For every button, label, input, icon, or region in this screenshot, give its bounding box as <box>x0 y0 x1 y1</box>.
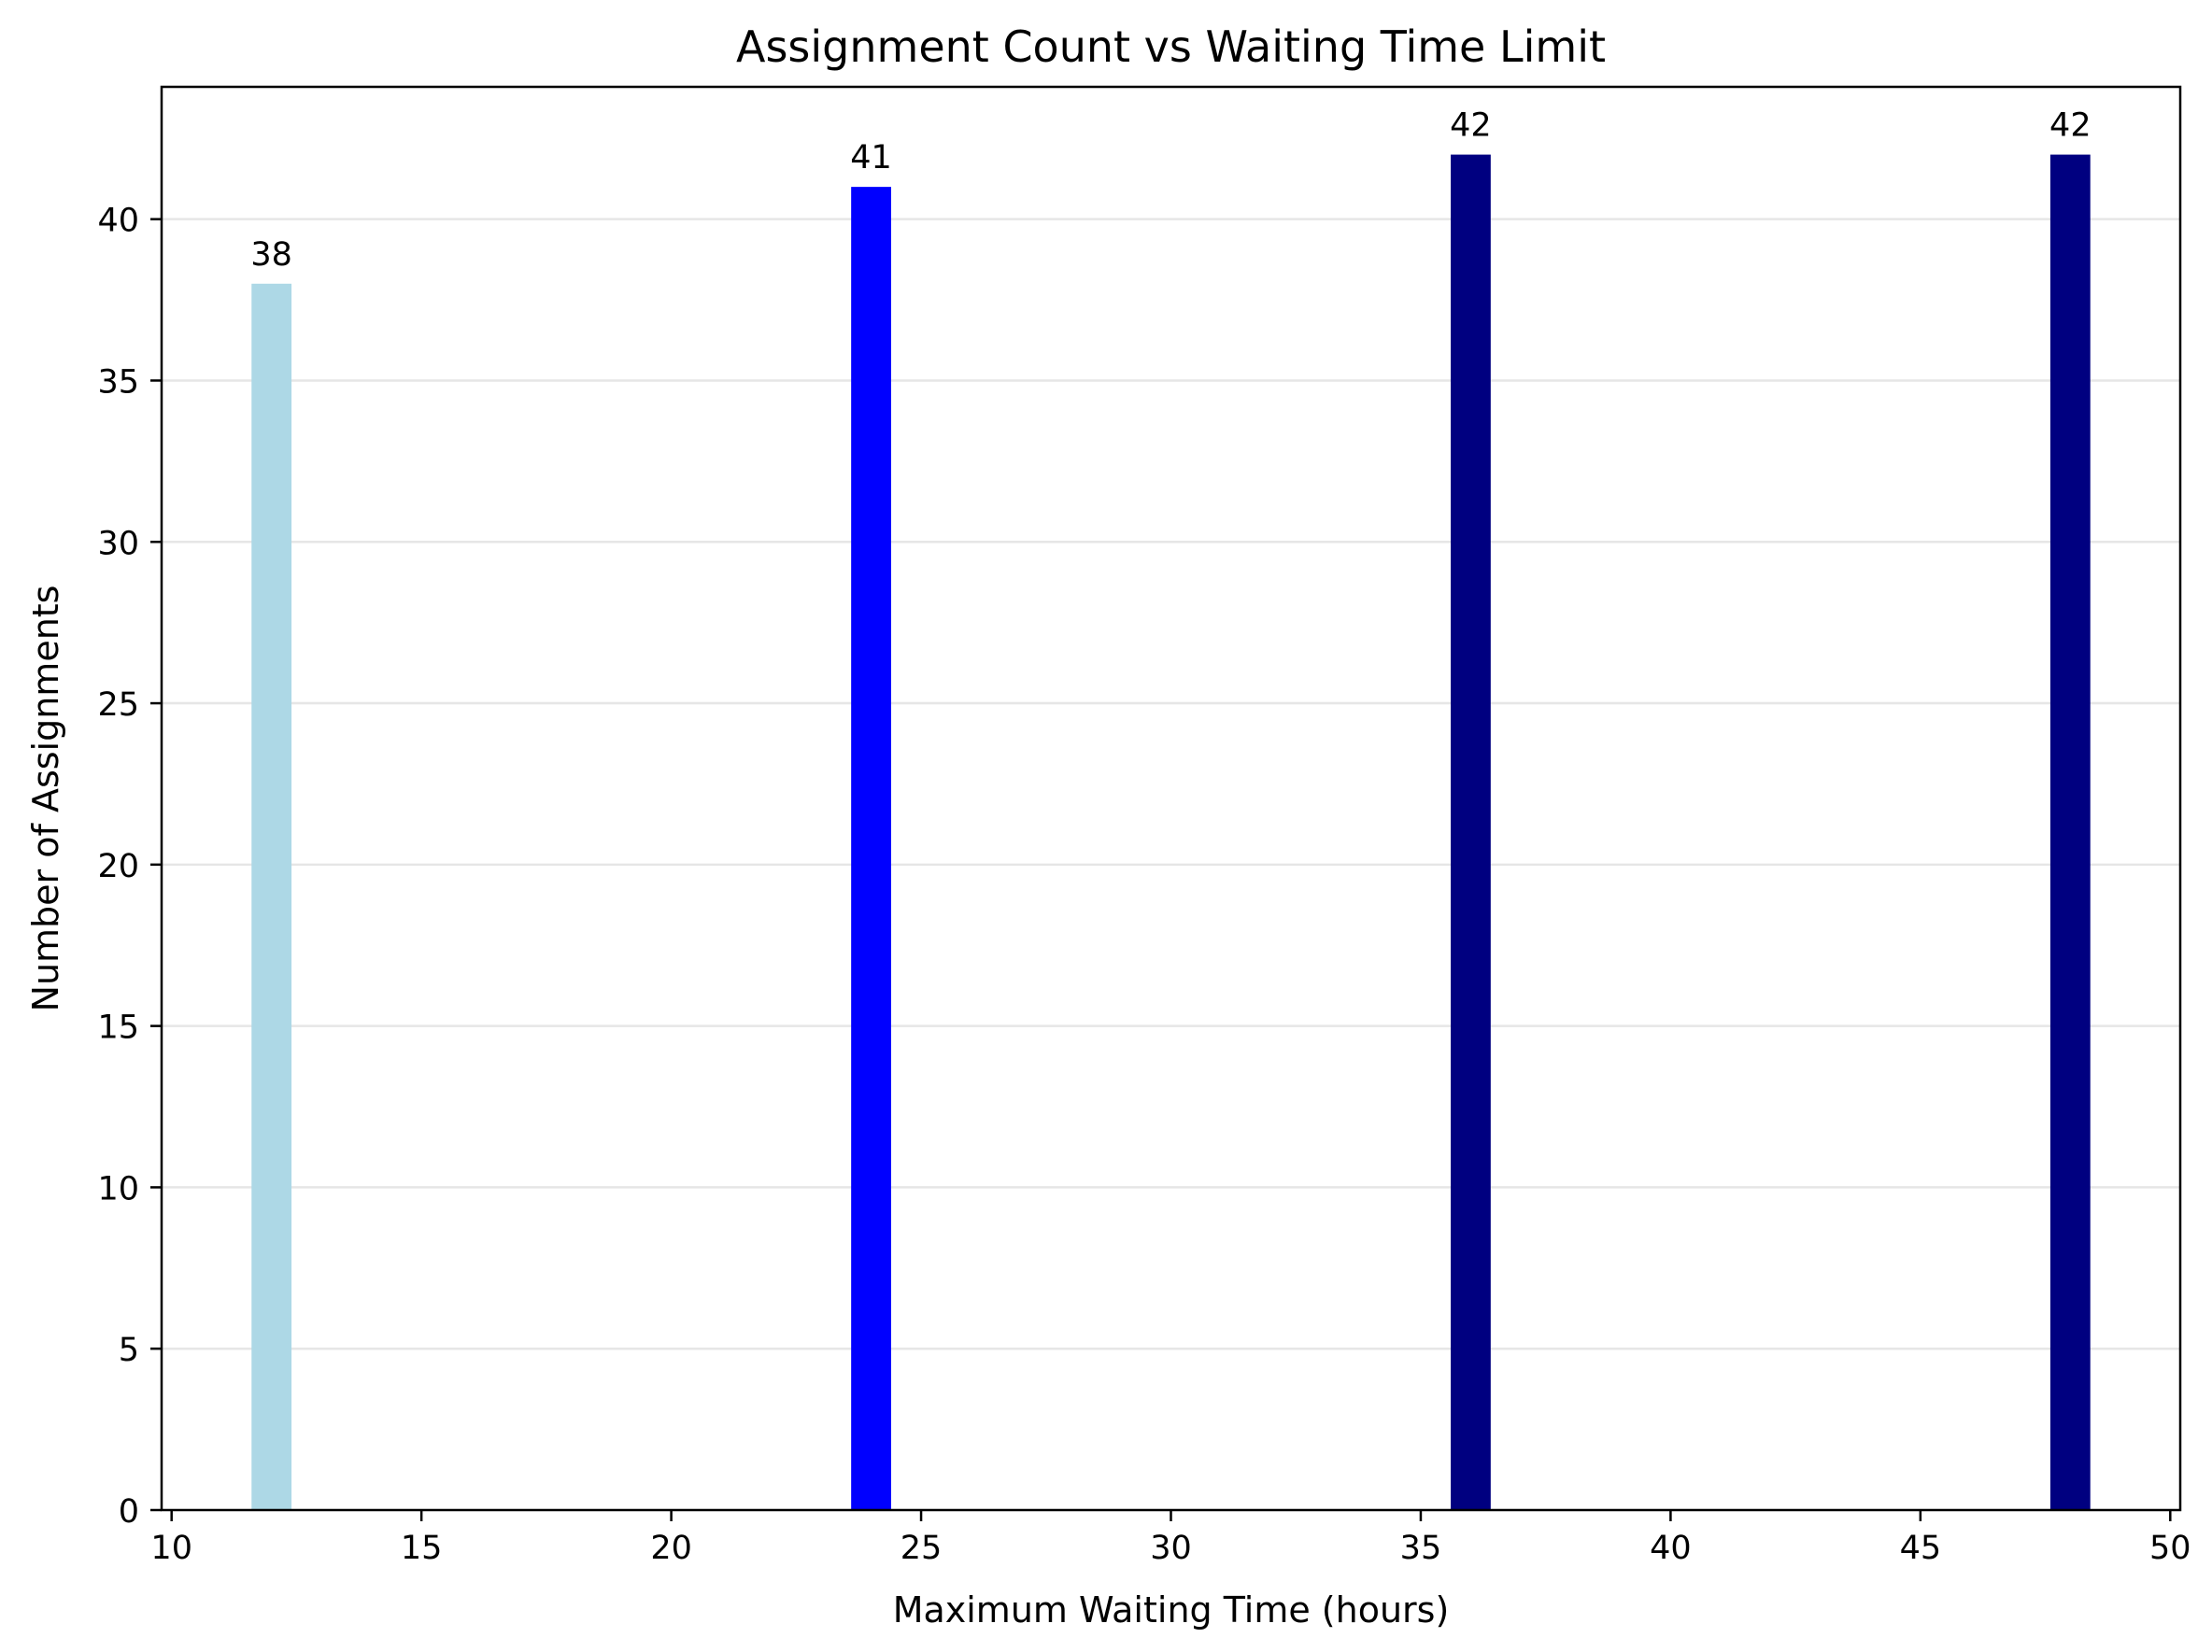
x-tick-label: 50 <box>2149 1530 2191 1567</box>
x-tick-label: 35 <box>1400 1530 1442 1567</box>
y-tick-label: 5 <box>119 1332 139 1369</box>
bar <box>851 187 891 1510</box>
x-tick-label: 30 <box>1150 1530 1192 1567</box>
bar-labels: 38 41 42 42 <box>250 107 2091 274</box>
grid-lines <box>162 218 2180 1350</box>
x-axis-ticks: 10 15 20 25 30 35 40 45 50 <box>150 1510 2191 1567</box>
y-tick-label: 0 <box>119 1493 139 1531</box>
bar-value-label: 41 <box>850 139 892 176</box>
y-axis-ticks: 0 5 10 15 20 25 30 35 40 <box>97 203 162 1531</box>
y-axis-label: Number of Assignments <box>25 586 66 1012</box>
bar <box>1451 154 1491 1511</box>
x-tick-label: 45 <box>1900 1530 1942 1567</box>
x-tick-label: 25 <box>900 1530 943 1567</box>
bar <box>2049 154 2091 1511</box>
y-tick-label: 20 <box>97 848 139 885</box>
y-tick-label: 25 <box>97 686 139 724</box>
y-tick-label: 15 <box>97 1010 139 1047</box>
x-tick-label: 15 <box>401 1530 443 1567</box>
x-tick-label: 10 <box>150 1530 192 1567</box>
bar-value-label: 42 <box>2049 107 2091 145</box>
chart-title: Assignment Count vs Waiting Time Limit <box>736 21 1606 72</box>
y-tick-label: 10 <box>97 1170 139 1207</box>
y-tick-label: 35 <box>97 363 139 401</box>
y-tick-label: 30 <box>97 525 139 562</box>
bar-value-label: 38 <box>250 236 292 274</box>
y-tick-label: 40 <box>97 203 139 240</box>
x-axis-label: Maximum Waiting Time (hours) <box>893 1589 1450 1631</box>
x-tick-label: 40 <box>1650 1530 1692 1567</box>
bar <box>251 283 292 1510</box>
bar-value-label: 42 <box>1450 107 1492 145</box>
x-tick-label: 20 <box>650 1530 692 1567</box>
bars <box>251 154 2091 1511</box>
